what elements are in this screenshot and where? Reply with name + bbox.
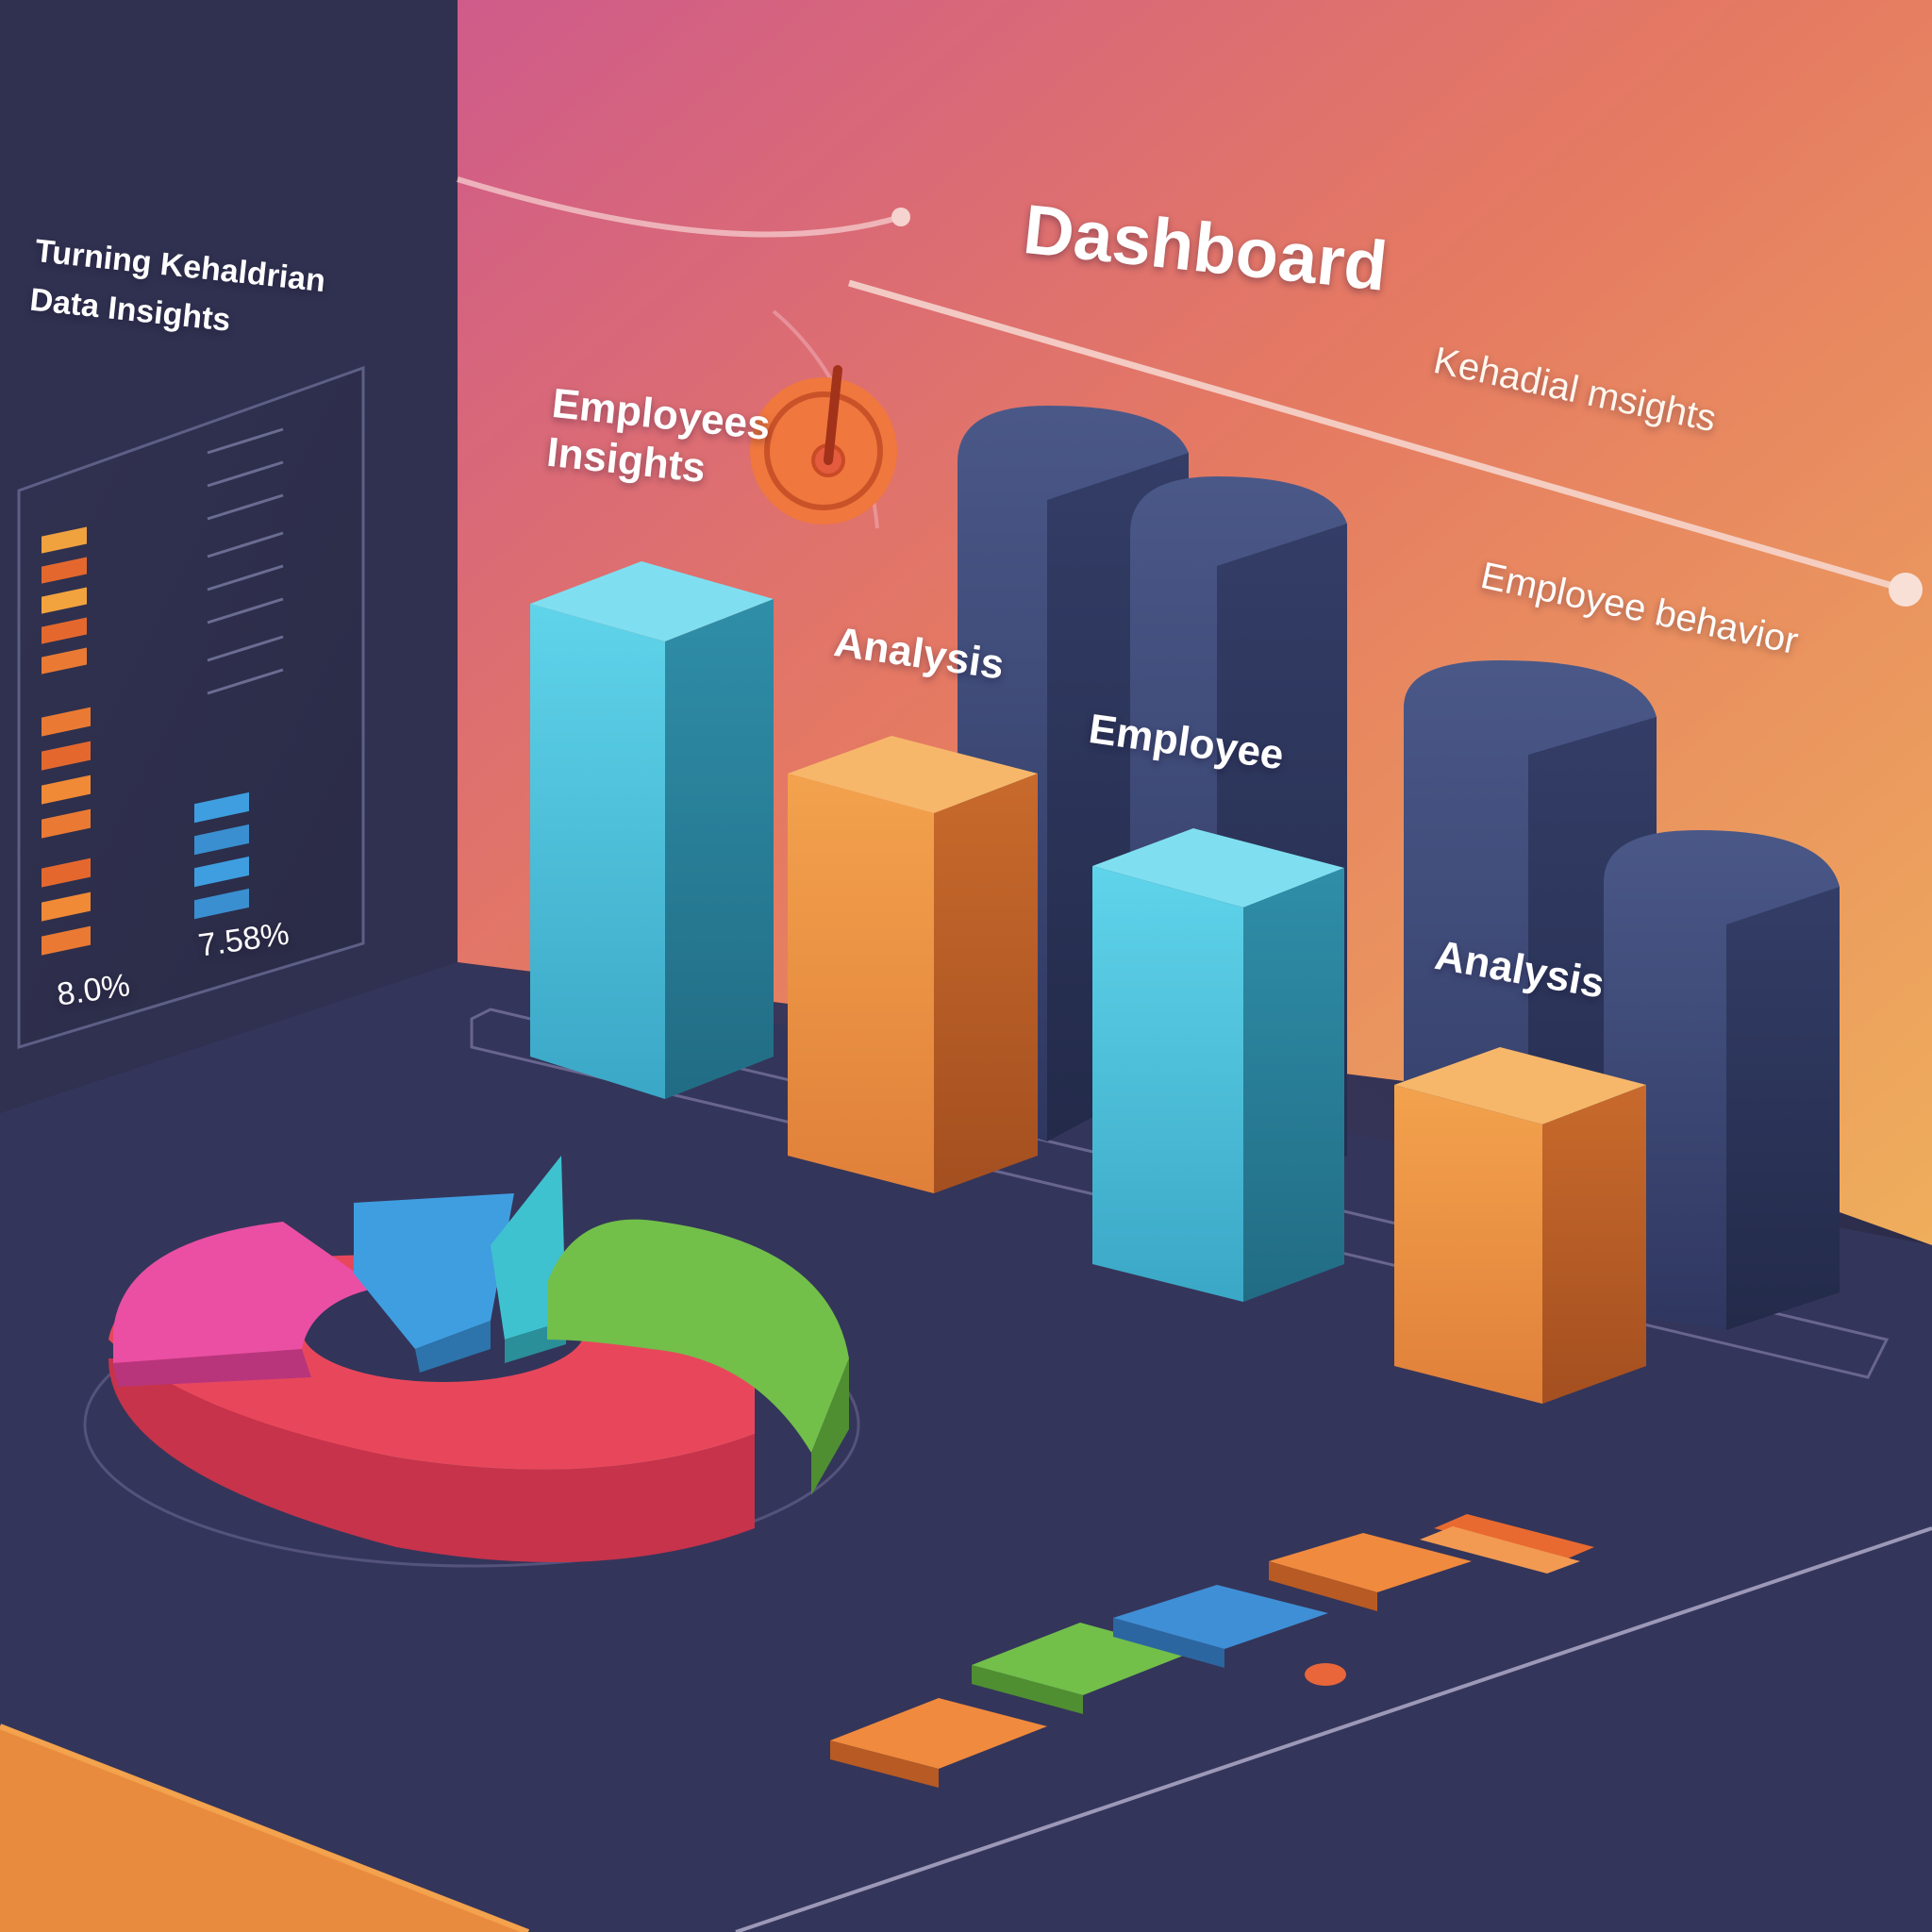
side-chart-bars	[42, 526, 249, 956]
bar-cyan-1	[530, 561, 774, 1099]
bar-platform	[470, 1008, 1890, 1379]
donut-blue-slice	[354, 1193, 514, 1349]
donut-pink-slice	[113, 1222, 377, 1363]
donut-chart	[83, 1156, 860, 1568]
bar-orange-1	[788, 736, 1038, 1193]
gauge-icon	[750, 365, 897, 525]
bottom-step-chart	[830, 1514, 1594, 1788]
donut-green-slice	[547, 1219, 849, 1453]
side-chart-gridlines	[207, 427, 284, 695]
bar-orange-2	[1394, 1047, 1646, 1404]
bar-navy-4	[1604, 830, 1840, 1330]
side-chart-screen	[17, 365, 365, 1050]
bar-cyan-2	[1092, 828, 1344, 1302]
